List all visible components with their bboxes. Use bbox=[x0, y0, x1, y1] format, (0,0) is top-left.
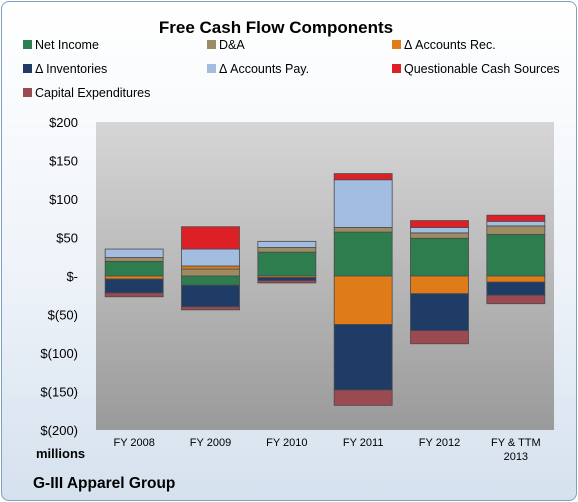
legend-label-net-income: Net Income bbox=[35, 38, 99, 52]
x-tick-label: FY 2009 bbox=[190, 437, 231, 449]
bar-segment-capital-expenditures bbox=[257, 280, 317, 284]
bar-segment-net-income bbox=[257, 251, 317, 277]
bar-segment-delta-accounts-rec bbox=[104, 275, 164, 280]
y-tick-label: $(100) bbox=[40, 346, 78, 361]
legend-label-delta-accounts-rec: Δ Accounts Rec. bbox=[404, 38, 496, 52]
bar-segment-danda bbox=[104, 257, 164, 262]
legend-label-capital-expenditures: Capital Expenditures bbox=[35, 86, 150, 100]
legend-swatch-danda bbox=[207, 40, 216, 49]
plot-area: $200 $150 $100 $50 $- $(50) $(100) $(150) $(200)… bbox=[40, 115, 554, 463]
chart-title: Free Cash Flow Components bbox=[159, 18, 393, 37]
bar-segment-delta-accounts-rec bbox=[181, 265, 240, 270]
bar-segment-delta-inventories bbox=[410, 293, 469, 332]
bar-segment-capital-expenditures bbox=[486, 294, 546, 305]
bar-segment-delta-accounts-rec bbox=[410, 275, 469, 295]
bar-segment-capital-expenditures bbox=[181, 306, 240, 311]
bar-segment-danda bbox=[333, 227, 393, 233]
y-tick-label: $200 bbox=[49, 115, 78, 130]
bar-segment-questionable-cash-sources bbox=[333, 173, 393, 181]
company-name: G-III Apparel Group bbox=[33, 475, 175, 492]
y-tick-label: $(50) bbox=[48, 308, 78, 323]
y-tick-label: $(200) bbox=[40, 423, 78, 438]
legend-label-questionable-cash-sources: Questionable Cash Sources bbox=[404, 62, 560, 76]
bar-segment-net-income bbox=[333, 231, 393, 277]
bar-segment-net-income bbox=[104, 260, 164, 277]
x-tick-label: FY 2011 bbox=[343, 437, 384, 449]
legend-swatch-delta-inventories bbox=[23, 64, 32, 73]
bar-segment-delta-accounts-pay bbox=[181, 248, 240, 267]
x-tick-label: FY 2008 bbox=[113, 437, 154, 449]
x-tick-label: 2013 bbox=[504, 451, 528, 463]
bar-segment-delta-inventories bbox=[181, 284, 240, 308]
x-tick-label: FY 2010 bbox=[266, 437, 307, 449]
legend-label-delta-inventories: Δ Inventories bbox=[35, 62, 107, 76]
bar-segment-delta-accounts-rec bbox=[333, 275, 393, 325]
bar-segment-delta-inventories bbox=[486, 281, 546, 296]
x-tick-label: FY 2012 bbox=[419, 437, 460, 449]
legend-swatch-net-income bbox=[23, 40, 32, 49]
legend-label-delta-accounts-pay: Δ Accounts Pay. bbox=[219, 62, 309, 76]
bar-segment-net-income bbox=[410, 237, 469, 277]
legend-swatch-delta-accounts-rec bbox=[392, 40, 401, 49]
bar-segment-danda bbox=[486, 225, 546, 235]
bar-segment-delta-accounts-pay bbox=[486, 220, 546, 227]
y-tick-label: $- bbox=[66, 269, 78, 284]
y-tick-label: $(150) bbox=[40, 385, 78, 400]
plot-background bbox=[96, 122, 554, 430]
legend-label-danda: D&A bbox=[219, 38, 245, 52]
bar-segment-danda bbox=[181, 268, 240, 277]
legend: Net Income D&A Δ Accounts Rec. Δ Inventorie… bbox=[23, 38, 560, 100]
y-tick-label: $50 bbox=[56, 231, 78, 246]
bar-segment-delta-accounts-pay bbox=[257, 240, 317, 248]
bar-segment-delta-accounts-pay bbox=[104, 248, 164, 258]
bar-segment-net-income bbox=[486, 234, 546, 277]
bar-segment-capital-expenditures bbox=[104, 292, 164, 298]
bar-segment-net-income bbox=[181, 275, 240, 286]
bar-segment-capital-expenditures bbox=[333, 389, 393, 406]
bar-segment-questionable-cash-sources bbox=[410, 220, 469, 228]
y-tick-label: $150 bbox=[49, 154, 78, 169]
bar-segment-questionable-cash-sources bbox=[486, 214, 546, 222]
bar-segment-questionable-cash-sources bbox=[181, 226, 240, 250]
bar-segment-delta-inventories bbox=[333, 324, 393, 391]
y-tick-label: $100 bbox=[49, 192, 78, 207]
bar-segment-delta-inventories bbox=[104, 278, 164, 294]
bar-segment-delta-accounts-pay bbox=[333, 179, 393, 228]
bar-segment-danda bbox=[410, 232, 469, 239]
bar-segment-capital-expenditures bbox=[410, 330, 469, 345]
legend-swatch-capital-expenditures bbox=[23, 88, 32, 97]
legend-swatch-questionable-cash-sources bbox=[392, 64, 401, 73]
bar-segment-delta-accounts-pay bbox=[410, 227, 469, 234]
bar-segment-delta-accounts-rec bbox=[486, 275, 546, 283]
x-tick-label: FY & TTM bbox=[491, 437, 541, 449]
bar-segment-delta-inventories bbox=[257, 277, 317, 282]
units-label: millions bbox=[36, 446, 85, 461]
legend-swatch-delta-accounts-pay bbox=[207, 64, 216, 73]
bar-segment-danda bbox=[257, 247, 317, 253]
